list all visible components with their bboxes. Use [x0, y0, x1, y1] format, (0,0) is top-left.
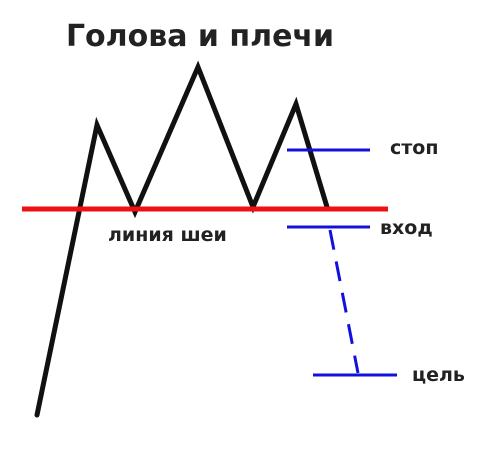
- neckline-label: линия шеи: [108, 224, 227, 246]
- diagram-title: Голова и плечи: [66, 19, 334, 54]
- entry-label: вход: [380, 217, 433, 239]
- target-projection-line: [328, 229, 360, 374]
- target-label: цель: [412, 364, 465, 386]
- price-line: [34, 60, 330, 418]
- stop-label: стоп: [390, 137, 438, 159]
